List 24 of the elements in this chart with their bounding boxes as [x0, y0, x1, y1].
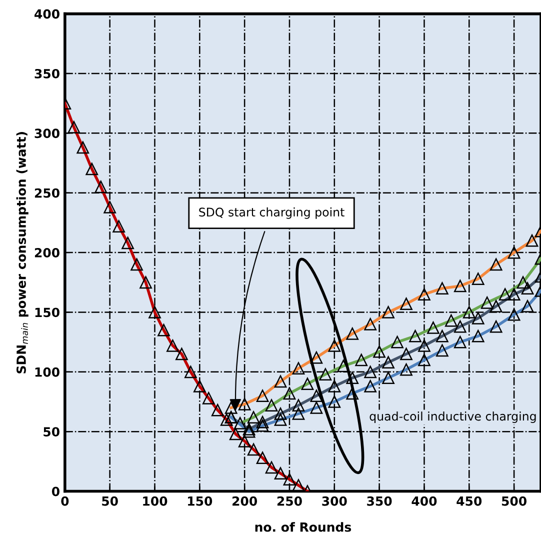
- y-axis-title: SDN$_{main}$ power consumption (watt): [16, 132, 28, 374]
- x-tick-label: 0: [61, 496, 69, 506]
- x-tick-label: 150: [188, 496, 212, 506]
- x-tick-label: 400: [412, 496, 437, 506]
- y-tick-label: 200: [34, 248, 60, 258]
- y-tick-label: 0: [52, 486, 60, 496]
- x-tick-label: 500: [502, 496, 526, 506]
- y-tick-label: 400: [34, 9, 60, 19]
- y-tick-label: 300: [34, 128, 60, 138]
- x-tick-label: 350: [367, 496, 392, 506]
- y-tick-label: 350: [34, 68, 60, 78]
- x-tick-label: 300: [322, 496, 347, 506]
- x-tick-label: 100: [143, 496, 168, 506]
- x-tick-label: 250: [277, 496, 302, 506]
- y-tick-label: 100: [35, 367, 60, 377]
- x-tick-label: 50: [102, 496, 118, 506]
- annotation: quad-coil inductive charging: [370, 412, 536, 423]
- y-tick-label: 50: [44, 427, 60, 437]
- x-axis-title: no. of Rounds: [255, 522, 352, 532]
- x-tick-label: 450: [456, 496, 482, 506]
- y-tick-label: 250: [34, 188, 60, 198]
- x-tick-label: 200: [232, 496, 258, 506]
- y-tick-label: 150: [35, 308, 60, 318]
- annotation: SDQ start charging point: [199, 207, 344, 219]
